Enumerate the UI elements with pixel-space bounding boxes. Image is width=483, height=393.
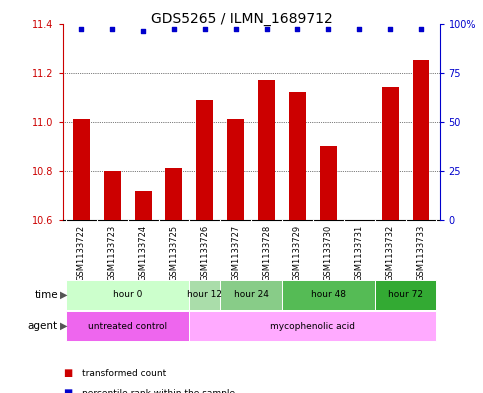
Text: GSM1133722: GSM1133722: [77, 225, 86, 281]
Point: [325, 26, 332, 33]
Text: GSM1133726: GSM1133726: [200, 225, 209, 281]
Text: GSM1133725: GSM1133725: [170, 225, 178, 281]
Text: GSM1133729: GSM1133729: [293, 225, 302, 281]
Text: GSM1133733: GSM1133733: [416, 225, 426, 281]
Bar: [258, 80, 275, 220]
Text: untreated control: untreated control: [88, 322, 167, 331]
Text: hour 12: hour 12: [187, 290, 222, 299]
Bar: [197, 100, 213, 220]
Bar: [135, 191, 152, 220]
Bar: [66, 311, 189, 341]
Text: time: time: [34, 290, 58, 300]
Text: GSM1133730: GSM1133730: [324, 225, 333, 281]
Bar: [227, 119, 244, 220]
Text: ▶: ▶: [60, 321, 68, 331]
Text: hour 48: hour 48: [311, 290, 346, 299]
Point: [170, 26, 178, 33]
Text: GSM1133724: GSM1133724: [139, 225, 148, 281]
Bar: [375, 280, 437, 310]
Point: [139, 28, 147, 35]
Point: [355, 26, 363, 33]
Text: hour 24: hour 24: [234, 290, 269, 299]
Bar: [289, 92, 306, 220]
Text: percentile rank within the sample: percentile rank within the sample: [82, 389, 235, 393]
Text: GSM1133728: GSM1133728: [262, 225, 271, 281]
Text: GSM1133727: GSM1133727: [231, 225, 240, 281]
Point: [201, 26, 209, 33]
Text: hour 72: hour 72: [388, 290, 423, 299]
Text: agent: agent: [28, 321, 58, 331]
Point: [386, 26, 394, 33]
Bar: [166, 169, 183, 220]
Text: hour 0: hour 0: [113, 290, 142, 299]
Text: GSM1133732: GSM1133732: [385, 225, 395, 281]
Bar: [189, 311, 437, 341]
Point: [232, 26, 240, 33]
Bar: [220, 280, 282, 310]
Bar: [412, 61, 429, 220]
Text: GSM1133723: GSM1133723: [108, 225, 117, 281]
Bar: [66, 280, 189, 310]
Point: [417, 26, 425, 33]
Point: [77, 26, 85, 33]
Text: ■: ■: [63, 368, 72, 378]
Text: ■: ■: [63, 388, 72, 393]
Point: [263, 26, 270, 33]
Bar: [73, 119, 90, 220]
Text: ▶: ▶: [60, 290, 68, 300]
Text: GDS5265 / ILMN_1689712: GDS5265 / ILMN_1689712: [151, 12, 332, 26]
Bar: [320, 146, 337, 220]
Point: [294, 26, 301, 33]
Text: mycophenolic acid: mycophenolic acid: [270, 322, 355, 331]
Text: transformed count: transformed count: [82, 369, 166, 378]
Text: GSM1133731: GSM1133731: [355, 225, 364, 281]
Bar: [282, 280, 375, 310]
Bar: [104, 171, 121, 220]
Point: [108, 26, 116, 33]
Bar: [382, 87, 398, 220]
Bar: [189, 280, 220, 310]
